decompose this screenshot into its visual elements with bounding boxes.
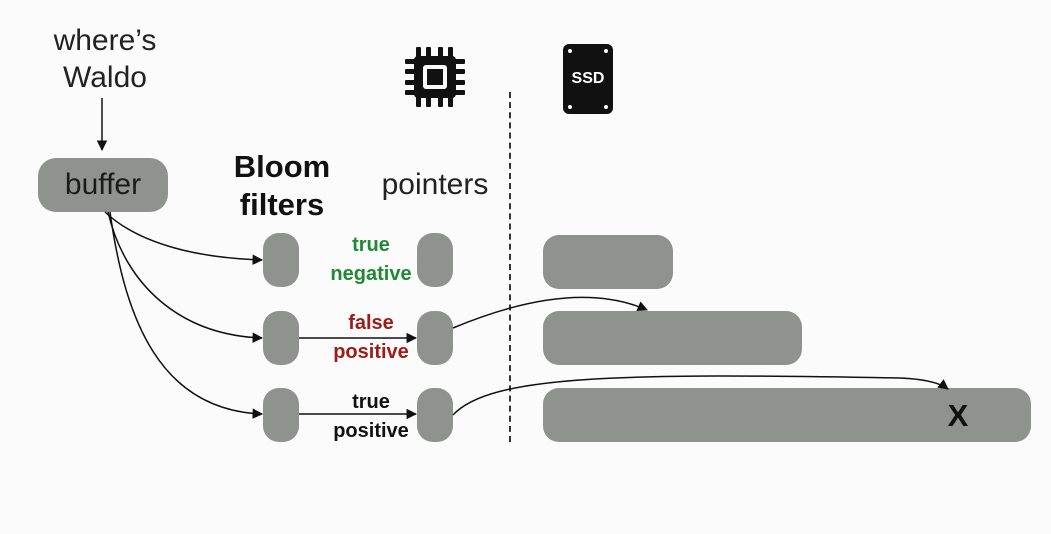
query-line-1: where’s — [53, 24, 157, 57]
row-3-status-label: true positive — [316, 388, 426, 446]
row-3-status-line-2: positive — [333, 420, 409, 442]
ssd-icon: SSD — [563, 44, 613, 114]
row-2-status-line-2: positive — [333, 341, 409, 363]
row-2-status-line-1: false — [348, 312, 394, 334]
row-1-status-label: true negative — [316, 231, 426, 289]
pointer-1 — [417, 233, 453, 287]
pointer-3-to-ssd-arrow — [452, 375, 949, 416]
target-x-mark: X — [947, 398, 969, 433]
memory-storage-divider — [509, 92, 511, 442]
query-line-2: Waldo — [63, 61, 147, 94]
buffer-box: buffer — [38, 158, 168, 212]
bloom-filters-line-1: Bloom — [233, 149, 331, 184]
row-2-status-label: false positive — [316, 309, 426, 367]
pointer-2 — [417, 311, 453, 365]
buffer-to-filter-2-arrow — [107, 211, 264, 343]
bloom-filter-2 — [263, 311, 299, 365]
bloom-filters-line-2: filters — [239, 187, 325, 222]
row-3-status-line-1: true — [352, 391, 390, 413]
bloom-filters-title: Bloom filters — [220, 148, 344, 224]
ssd-run-3 — [543, 388, 1031, 442]
buffer-to-filter-1-arrow — [104, 211, 264, 265]
ssd-run-1 — [543, 235, 673, 289]
buffer-to-filter-3-arrow — [109, 211, 264, 419]
pointers-title: pointers — [381, 168, 489, 201]
ssd-run-2 — [543, 311, 802, 365]
query-label: where’s Waldo — [30, 22, 180, 96]
bloom-filter-3 — [263, 388, 299, 442]
cpu-chip-icon — [405, 47, 465, 107]
row-1-status-line-1: true — [352, 234, 390, 256]
ssd-label: SSD — [571, 70, 605, 87]
bloom-filter-1 — [263, 233, 299, 287]
pointer-3 — [417, 388, 453, 442]
buffer-label: buffer — [64, 168, 142, 201]
row-1-status-line-2: negative — [330, 263, 412, 285]
pointer-2-to-ssd-arrow — [452, 296, 648, 329]
